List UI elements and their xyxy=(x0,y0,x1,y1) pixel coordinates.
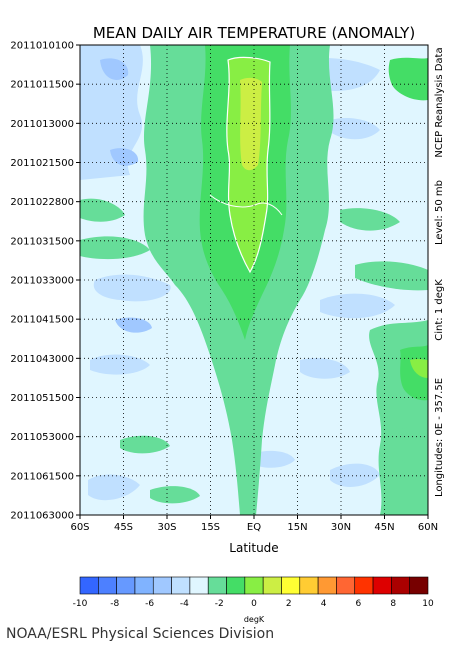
colorbar-tick-label: 6 xyxy=(356,599,362,609)
y-tick-label: 2011031500 xyxy=(10,236,74,247)
chart-title: MEAN DAILY AIR TEMPERATURE (ANOMALY) xyxy=(93,24,415,42)
colorbar-swatch xyxy=(262,576,282,595)
side-labels: NCEP Reanalysis Data Level: 50 mb Cint: 1 … xyxy=(434,47,445,497)
colorbar-swatch xyxy=(409,576,429,595)
colorbar-tick-label: 10 xyxy=(422,599,434,609)
colorbar-swatch xyxy=(207,576,227,595)
colorbar-tick-label: 2 xyxy=(286,599,292,609)
colorbar-swatch xyxy=(299,576,319,595)
colorbar-swatch xyxy=(152,576,172,595)
x-tick-label: 30S xyxy=(157,522,176,533)
cooler-patches xyxy=(100,58,152,333)
x-tick-label: 15N xyxy=(287,522,307,533)
x-tick-label: EQ xyxy=(247,522,261,533)
side-label: Cint: 1 degK xyxy=(434,279,445,341)
colorbar-swatch xyxy=(244,576,264,595)
colorbar-swatch xyxy=(116,576,136,595)
y-tick-label: 2011041500 xyxy=(10,315,74,326)
colorbar-swatch xyxy=(391,576,410,595)
colorbar: -10 -8 -6 -4 -2 0 2 4 6 8 10 xyxy=(73,576,434,609)
colorbar-label: degK xyxy=(244,615,265,624)
x-axis-label: Latitude xyxy=(229,541,278,555)
x-tick-label: 15S xyxy=(201,522,220,533)
y-tick-label: 2011061500 xyxy=(10,471,74,482)
colorbar-swatch xyxy=(189,576,209,595)
colorbar-swatch xyxy=(79,576,99,595)
colorbar-tick-label: -4 xyxy=(180,599,189,609)
side-label: NCEP Reanalysis Data xyxy=(434,47,445,157)
y-tick-label: 2011021500 xyxy=(10,158,74,169)
colorbar-tick-label: 4 xyxy=(321,599,327,609)
side-label: Level: 50 mb xyxy=(434,180,445,245)
x-tick-label: 45S xyxy=(114,522,133,533)
y-tick-label: 2011010100 xyxy=(10,41,74,52)
colorbar-tick-label: -10 xyxy=(73,599,88,609)
cool-patches xyxy=(80,45,380,501)
colorbar-swatch xyxy=(98,576,117,595)
colorbar-tick-label: -8 xyxy=(110,599,119,609)
colorbar-swatch xyxy=(354,576,374,595)
x-tick-label: 30N xyxy=(331,522,351,533)
y-tick-label: 2011063000 xyxy=(10,511,74,522)
colorbar-tick-label: 0 xyxy=(251,599,257,609)
colorbar-swatch xyxy=(171,576,191,595)
y-tick-label: 2011053000 xyxy=(10,432,74,443)
y-tick-label: 2011043000 xyxy=(10,354,74,365)
colorbar-swatch xyxy=(317,576,337,595)
colorbar-tick-label: -6 xyxy=(145,599,154,609)
y-tick-label: 2011022800 xyxy=(10,197,74,208)
x-tick-label: 60N xyxy=(418,522,438,533)
colorbar-swatch xyxy=(226,576,246,595)
colorbar-swatch xyxy=(134,576,154,595)
colorbar-tick-label: -2 xyxy=(215,599,224,609)
colorbar-tick-label: 8 xyxy=(390,599,396,609)
colorbar-swatch xyxy=(372,576,392,595)
colorbar-swatch xyxy=(336,576,356,595)
plot-area xyxy=(80,45,428,515)
y-tick-label: 2011011500 xyxy=(10,80,74,91)
y-axis: 2011010100 2011011500 2011013000 2011021500… xyxy=(10,41,80,522)
colorbar-swatch xyxy=(281,576,301,595)
x-tick-label: 45N xyxy=(374,522,394,533)
x-tick-label: 60S xyxy=(70,522,89,533)
y-tick-label: 2011051500 xyxy=(10,393,74,404)
footer-credit: NOAA/ESRL Physical Sciences Division xyxy=(6,626,275,642)
y-tick-label: 2011013000 xyxy=(10,119,74,130)
x-axis: 60S 45S 30S 15S EQ 15N 30N 45N 60N xyxy=(70,515,438,533)
y-tick-label: 2011033000 xyxy=(10,276,74,287)
side-label: Longitudes: 0E - 357.5E xyxy=(434,378,445,497)
